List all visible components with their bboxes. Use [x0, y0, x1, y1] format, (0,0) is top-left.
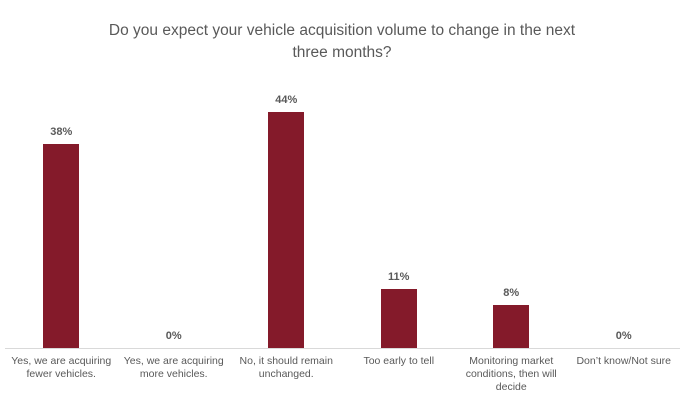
category-label: Too early to tell [363, 355, 435, 367]
value-label: 0% [615, 330, 632, 342]
value-label: 38% [50, 126, 73, 138]
bar-column: 0% [568, 80, 681, 348]
bar-column: 38% [5, 80, 118, 348]
bar [380, 289, 417, 348]
value-label: 44% [275, 94, 298, 106]
category-label: Yes, we are acquiring more vehicles. [123, 355, 224, 380]
x-axis-line [5, 348, 680, 349]
bar [268, 112, 305, 348]
chart-title-line-1: Do you expect your vehicle acquisition v… [108, 22, 576, 39]
bar-column: 44% [230, 80, 343, 348]
value-label: 11% [388, 271, 410, 283]
bar-column: 11% [343, 80, 456, 348]
category-axis-labels: Yes, we are acquiring fewer vehicles. Yes… [5, 355, 680, 394]
chart-title: Do you expect your vehicle acquisition v… [0, 20, 684, 64]
category-label: Monitoring market conditions, then will … [465, 355, 557, 393]
value-label: 0% [165, 330, 182, 342]
category-label: Don’t know/Not sure [576, 355, 672, 367]
category-label: Yes, we are acquiring fewer vehicles. [11, 355, 112, 380]
bar-column: 0% [118, 80, 231, 348]
value-label: 8% [503, 287, 520, 299]
bar-column: 8% [455, 80, 568, 348]
plot-area: 38% 0% 44% 11% 8% 0% [5, 80, 680, 348]
bar [43, 144, 80, 348]
chart-title-line-2: three months? [292, 44, 392, 61]
category-label: No, it should remain unchanged. [239, 355, 333, 380]
bar [493, 305, 530, 348]
